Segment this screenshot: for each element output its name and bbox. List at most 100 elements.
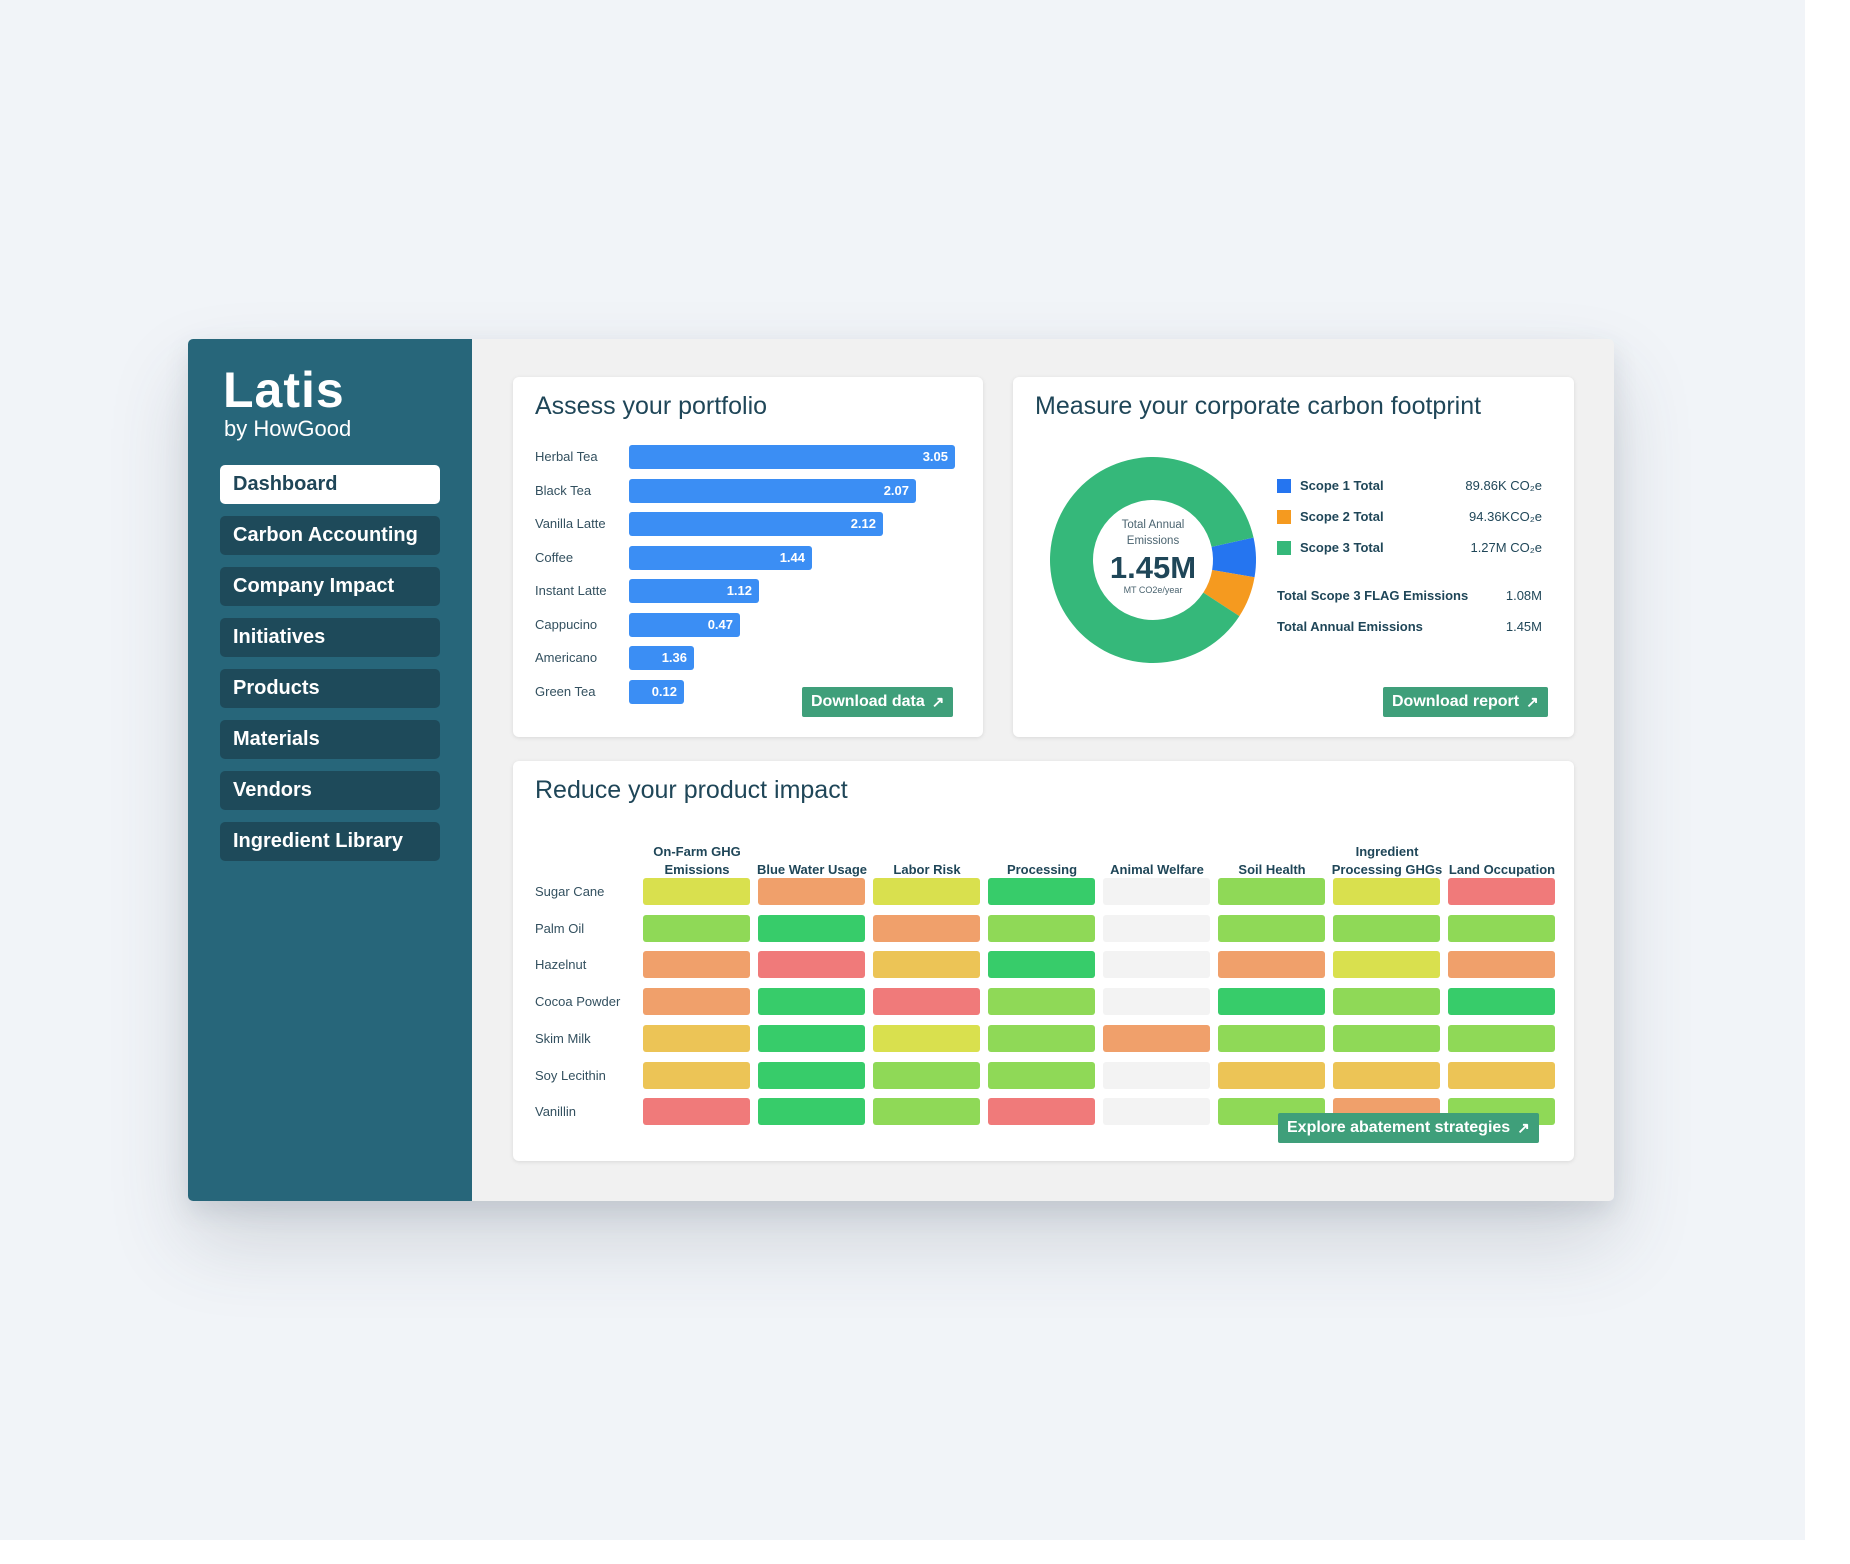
- heatmap-cell: [643, 951, 750, 979]
- explore-abatement-button[interactable]: Explore abatement strategies ↗: [1278, 1113, 1539, 1143]
- heatmap-row-label: Palm Oil: [535, 920, 585, 936]
- bar-row: Coffee 1.44: [535, 545, 975, 570]
- download-data-button[interactable]: Download data ↗: [802, 687, 954, 717]
- bar-category-label: Instant Latte: [535, 583, 607, 598]
- heatmap-cell: [873, 1024, 980, 1052]
- heatmap-cell: [1448, 914, 1555, 942]
- donut-svg: [1050, 457, 1256, 663]
- total-flag-value: 1.08M: [1505, 588, 1542, 603]
- heatmap-cell: [873, 951, 980, 979]
- donut-slice: [1050, 457, 1254, 663]
- heatmap-cell: [988, 1098, 1095, 1126]
- arrow-up-right-icon: ↗: [1526, 694, 1539, 711]
- heatmap-row-label: Hazelnut: [535, 957, 587, 973]
- donut-center-value: 1.45M: [1109, 550, 1197, 585]
- heatmap-cell: [1333, 988, 1440, 1016]
- legend-scope1: Scope 1 Total 89.86K CO₂e: [1277, 476, 1542, 496]
- footprint-card: Measure your corporate carbon footprint …: [1013, 377, 1574, 737]
- bar-row: Americano 1.36: [535, 646, 975, 670]
- heatmap-cell: [758, 878, 865, 905]
- heatmap-cell: [1103, 1098, 1210, 1126]
- heatmap-cell: [758, 1024, 865, 1052]
- bar: 0.47: [629, 612, 740, 637]
- legend-label-scope2: Scope 2 Total: [1300, 509, 1384, 524]
- heatmap-cell: [1333, 1061, 1440, 1089]
- heatmap-cell: [873, 1061, 980, 1089]
- heatmap-cell: [1448, 878, 1555, 905]
- heatmap-column-header: Processing: [1006, 862, 1078, 877]
- nav-item-vendors[interactable]: Vendors: [220, 771, 440, 810]
- impact-card: Reduce your product impact On-Farm GHG E…: [513, 761, 1574, 1161]
- arrow-up-right-icon: ↗: [931, 694, 945, 711]
- heatmap-cell: [1218, 878, 1325, 905]
- donut-slice: [1203, 570, 1255, 617]
- heatmap-cell: [758, 988, 865, 1016]
- legend-scope2: Scope 2 Total 94.36KCO₂e: [1277, 507, 1542, 527]
- heatmap-cell: [1448, 951, 1555, 979]
- bar: 1.44: [629, 545, 812, 570]
- legend-value-scope3: 1.27M CO₂e: [1470, 540, 1542, 555]
- heatmap-cell: [643, 1061, 750, 1089]
- heatmap-cell: [1333, 914, 1440, 942]
- legend-scope3: Scope 3 Total 1.27M CO₂e: [1277, 538, 1542, 558]
- nav-item-initiatives[interactable]: Initiatives: [220, 618, 440, 657]
- app-window: Latis by HowGood Dashboard Carbon Accoun…: [188, 339, 1614, 1201]
- heatmap-cell: [643, 914, 750, 942]
- heatmap-cell: [1103, 1024, 1210, 1052]
- heatmap-cell: [988, 1024, 1095, 1052]
- sidebar-nav: Dashboard Carbon Accounting Company Impa…: [220, 465, 440, 873]
- heatmap-column-header: Animal Welfare: [1110, 862, 1204, 877]
- nav-item-dashboard[interactable]: Dashboard: [220, 465, 440, 504]
- nav-item-carbon-accounting[interactable]: Carbon Accounting: [220, 516, 440, 555]
- heatmap-cell: [1448, 988, 1555, 1016]
- heatmap-cell: [988, 914, 1095, 942]
- heatmap-cell: [758, 914, 865, 942]
- legend-swatch-scope2: [1277, 510, 1291, 524]
- legend-label-scope1: Scope 1 Total: [1300, 478, 1384, 493]
- bar-category-label: Black Tea: [535, 482, 592, 498]
- nav-item-materials[interactable]: Materials: [220, 720, 440, 759]
- bar-row: Cappucino 0.47: [535, 612, 975, 637]
- heatmap-cell: [1103, 988, 1210, 1016]
- heatmap-cell: [1218, 914, 1325, 942]
- heatmap-cell: [873, 988, 980, 1016]
- bar: 3.05: [629, 445, 955, 469]
- bar-category-label: Cappucino: [535, 616, 598, 632]
- heatmap-cell: [758, 1061, 865, 1089]
- heatmap-cell: [988, 988, 1095, 1016]
- nav-item-products[interactable]: Products: [220, 669, 440, 708]
- download-report-button[interactable]: Download report ↗: [1383, 687, 1548, 717]
- bar-row: Instant Latte 1.12: [535, 579, 975, 603]
- heatmap-row-label: Skim Milk: [535, 1030, 591, 1046]
- heatmap-column-header: Labor Risk: [893, 862, 961, 877]
- impact-title: Reduce your product impact: [535, 776, 848, 804]
- bar: 1.36: [629, 646, 694, 670]
- legend-label-scope3: Scope 3 Total: [1300, 540, 1384, 555]
- heatmap-row-label: Soy Lecithin: [535, 1067, 606, 1083]
- portfolio-title: Assess your portfolio: [535, 392, 768, 420]
- heatmap-cell: [1333, 878, 1440, 905]
- nav-item-ingredient-library[interactable]: Ingredient Library: [220, 822, 440, 861]
- bar-row: Green Tea 0.12: [535, 679, 975, 704]
- portfolio-card: Assess your portfolio Herbal Tea 3.05 Blac…: [513, 377, 983, 737]
- heatmap-row-label: Vanillin: [535, 1104, 576, 1120]
- heatmap-row-label: Sugar Cane: [535, 884, 605, 899]
- heatmap-cell: [1333, 1024, 1440, 1052]
- donut-hole: [1094, 501, 1212, 619]
- bar-category-label: Vanilla Latte: [535, 516, 606, 531]
- legend-value-scope1: 89.86K CO₂e: [1465, 478, 1542, 493]
- download-data-label: Download data: [811, 693, 925, 710]
- heatmap-cell: [1103, 1061, 1210, 1089]
- nav-item-company-impact[interactable]: Company Impact: [220, 567, 440, 606]
- arrow-up-right-icon: ↗: [1517, 1120, 1530, 1137]
- bar-category-label: Americano: [535, 650, 598, 665]
- heatmap-cell: [758, 951, 865, 979]
- total-annual-value: 1.45M: [1505, 619, 1542, 634]
- legend-swatch-scope3: [1277, 541, 1291, 555]
- heatmap-cell: [1103, 951, 1210, 979]
- heatmap-cell: [988, 951, 1095, 979]
- heatmap-cell: [1103, 914, 1210, 942]
- total-flag-label: Total Scope 3 FLAG Emissions: [1277, 588, 1469, 603]
- donut-slice: [1211, 537, 1256, 578]
- total-annual-row: Total Annual Emissions 1.45M: [1277, 619, 1542, 639]
